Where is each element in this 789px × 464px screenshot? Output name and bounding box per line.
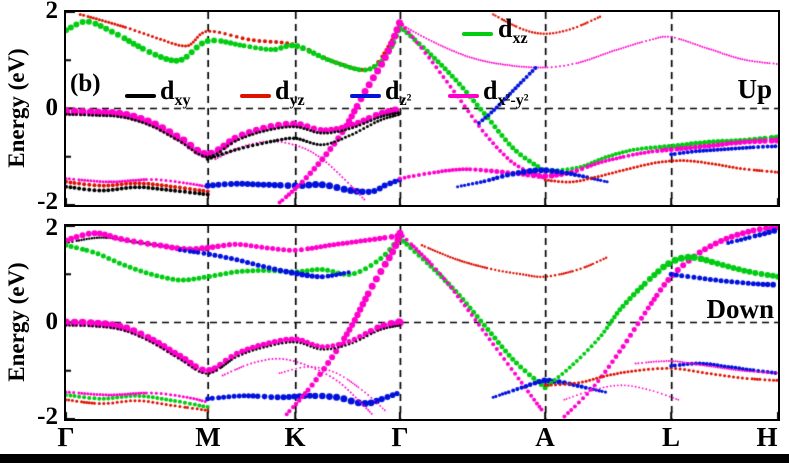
xtick-a: A [535, 422, 555, 452]
legend-swatch-dx2y2 [448, 94, 479, 98]
panel-spin-up [64, 10, 780, 207]
xtick-l: L [661, 422, 680, 452]
legend-swatch-dxz [462, 32, 493, 36]
xtick-gamma-2: Γ [391, 422, 409, 452]
subfigure-label: (b) [70, 70, 101, 97]
legend-label-dz2: dz² [385, 76, 412, 110]
legend-swatch-dyz [240, 94, 271, 98]
legend-label-dyz: dyz [275, 76, 305, 110]
figure-bottom-border [0, 454, 789, 463]
band-plot-up [66, 12, 778, 205]
spin-down-label: Down [706, 294, 774, 324]
legend-swatch-dz2 [350, 94, 381, 98]
xtick-k: K [284, 422, 306, 452]
legend-label-dxz: dxz [498, 14, 528, 48]
ytick-down-0: 0 [45, 308, 59, 335]
spin-up-label: Up [737, 74, 772, 104]
panel-spin-down [64, 224, 780, 421]
xtick-h: H [756, 422, 778, 452]
ytick-up-m2: -2 [37, 188, 58, 215]
ytick-up-2: 2 [45, 0, 59, 24]
ytick-down-2: 2 [45, 214, 59, 241]
band-plot-down [66, 226, 778, 419]
legend-label-dx2y2: dx²-y² [483, 76, 529, 110]
xtick-gamma-1: Γ [57, 422, 75, 452]
legend-label-dxy: dxy [160, 76, 191, 110]
legend-swatch-dxy [125, 94, 156, 98]
xtick-m: M [195, 422, 221, 452]
ytick-up-0: 0 [45, 94, 59, 121]
ytick-down-m2: -2 [37, 403, 58, 430]
